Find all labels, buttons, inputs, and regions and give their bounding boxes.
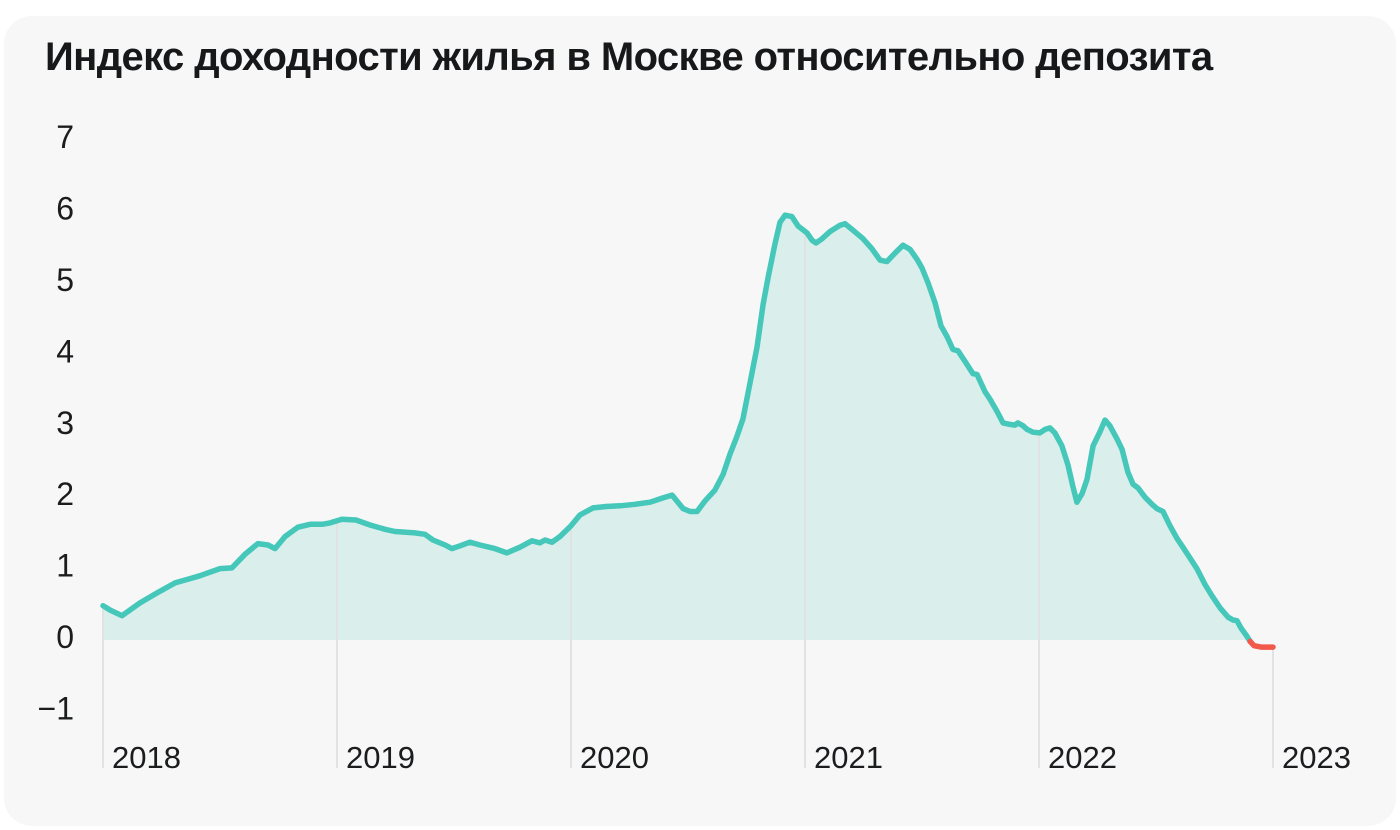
x-tick-label: 2022 <box>1048 740 1117 775</box>
x-tick-label: 2020 <box>580 740 649 775</box>
negative-series-line <box>1247 638 1276 650</box>
y-tick-label: 2 <box>56 476 74 512</box>
x-tick-label: 2023 <box>1282 740 1351 775</box>
y-tick-label: 3 <box>56 405 74 441</box>
x-tick-label: 2018 <box>112 740 181 775</box>
chart-title: Индекс доходности жилья в Москве относит… <box>45 35 1213 79</box>
chart-card <box>4 16 1396 826</box>
y-tick-label: 5 <box>56 262 74 298</box>
y-axis-labels: 7 6 5 4 3 2 1 0 −1 <box>38 119 74 726</box>
x-axis-labels: 2018 2019 2020 2021 2022 2023 <box>112 740 1351 775</box>
y-tick-label: −1 <box>38 690 74 726</box>
x-tick-label: 2021 <box>814 740 883 775</box>
y-tick-label: 0 <box>56 619 74 655</box>
y-tick-label: 6 <box>56 191 74 227</box>
y-tick-label: 1 <box>56 548 74 584</box>
y-tick-label: 4 <box>56 333 74 369</box>
series-line <box>100 212 1253 645</box>
area-fill <box>103 215 1251 642</box>
x-tick-label: 2019 <box>346 740 415 775</box>
y-tick-label: 7 <box>56 119 74 155</box>
year-gridlines <box>102 233 1274 768</box>
